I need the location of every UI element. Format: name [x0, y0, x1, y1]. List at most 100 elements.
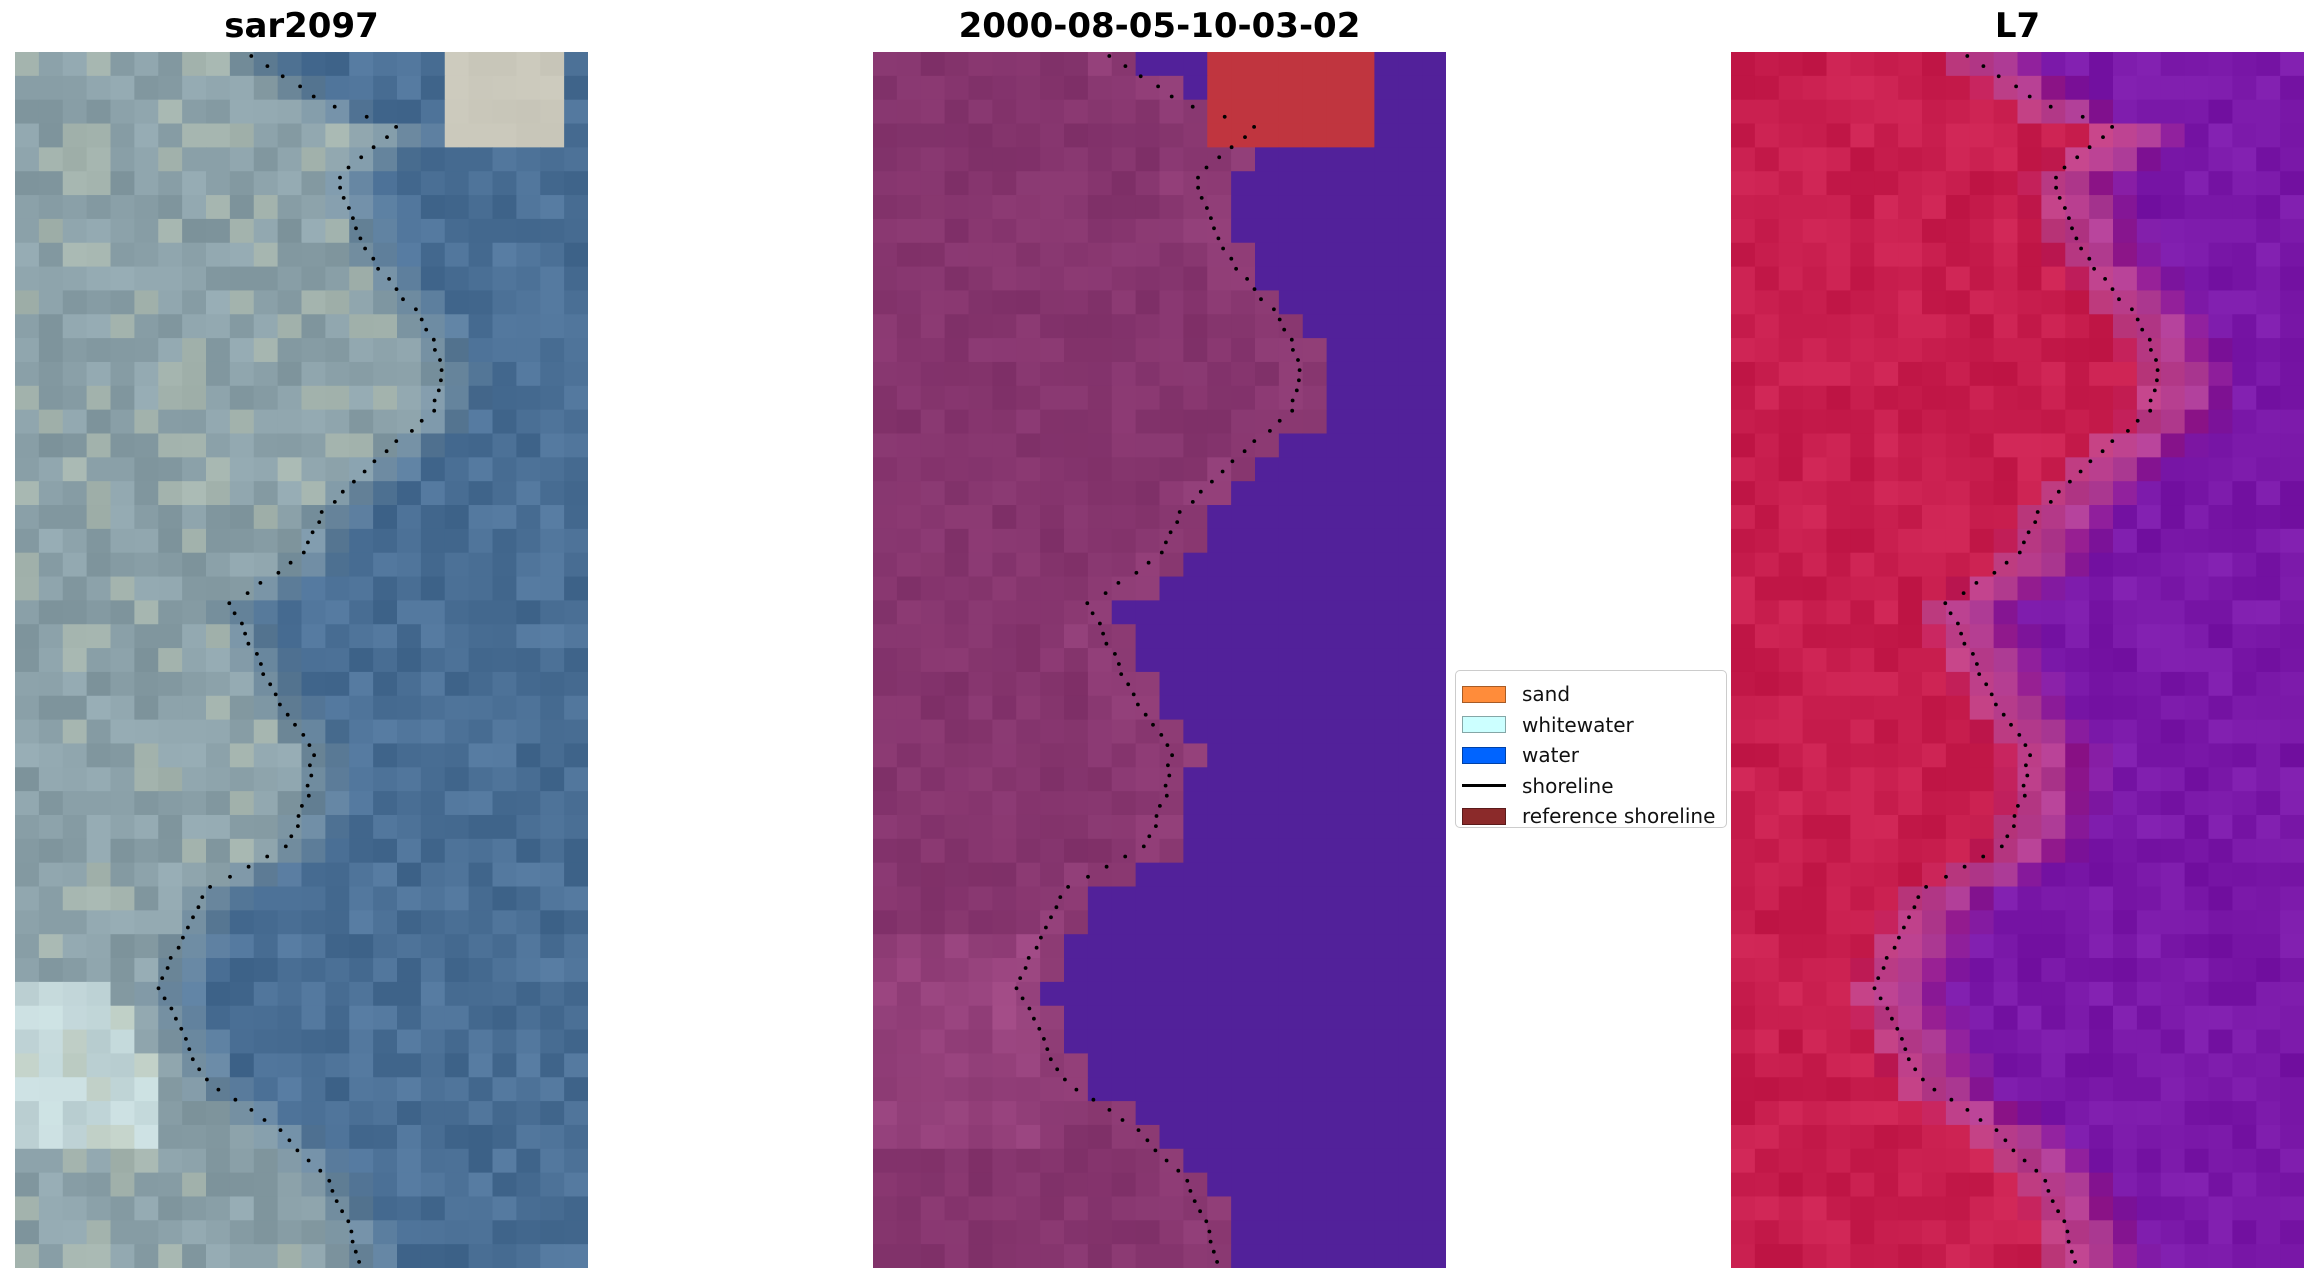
classified-pixel: [920, 528, 946, 554]
rgb-pixel: [15, 1124, 40, 1150]
shoreline-dot: [341, 196, 346, 200]
rgb-pixel: [468, 1124, 494, 1150]
classified-pixel: [1064, 791, 1089, 816]
rgb-pixel: [277, 123, 303, 148]
rgb-pixel: [110, 481, 135, 506]
mndwi-pixel: [1874, 338, 1899, 363]
rgb-pixel: [62, 838, 88, 864]
rgb-pixel: [277, 290, 303, 315]
classified-pixel: [992, 52, 1017, 77]
mndwi-pixel: [1969, 1053, 1995, 1078]
rgb-pixel: [182, 75, 207, 101]
rgb-pixel: [349, 385, 374, 411]
rgb-pixel: [444, 385, 470, 411]
classified-pixel: [1040, 147, 1065, 172]
classified-pixel: [896, 1220, 922, 1245]
classified-pixel: [896, 433, 922, 458]
rgb-pixel: [349, 52, 374, 77]
rgb-pixel: [397, 1196, 422, 1221]
mndwi-pixel: [1826, 1101, 1851, 1126]
mndwi-pixel: [1993, 75, 2019, 101]
mndwi-pixel: [2089, 147, 2114, 172]
mndwi-pixel: [2136, 52, 2162, 77]
rgb-pixel: [325, 290, 350, 315]
mndwi-pixel: [1922, 75, 1947, 101]
shoreline-dot: [1104, 641, 1109, 646]
rgb-pixel: [492, 981, 517, 1007]
shoreline-dot: [186, 925, 190, 930]
mndwi-pixel: [1754, 1077, 1780, 1102]
mndwi-pixel: [2041, 218, 2066, 244]
classified-pixel: [1040, 266, 1065, 292]
classified-pixel: [896, 743, 922, 768]
rgb-pixel: [134, 1172, 159, 1198]
mndwi-pixel: [1850, 648, 1875, 673]
classified-pixel: [1064, 1029, 1089, 1055]
classified-pixel: [1302, 123, 1328, 148]
classified-pixel: [1111, 171, 1137, 196]
classified-pixel: [1159, 290, 1184, 315]
rgb-pixel: [15, 1029, 40, 1055]
mndwi-pixel: [2208, 1124, 2233, 1150]
rgb-pixel: [301, 934, 326, 959]
rgb-pixel: [15, 218, 40, 244]
classified-pixel: [1398, 1172, 1423, 1198]
classified-pixel: [944, 814, 970, 840]
rgb-pixel: [277, 1029, 303, 1055]
rgb-pixel: [38, 814, 64, 840]
classified-pixel: [1087, 1005, 1113, 1031]
mndwi-pixel: [2041, 1220, 2066, 1245]
mndwi-pixel: [2065, 1029, 2090, 1055]
rgb-pixel: [301, 600, 326, 625]
rgb-pixel: [38, 981, 64, 1007]
rgb-pixel: [134, 314, 159, 339]
mndwi-pixel: [1898, 195, 1923, 220]
classified-pixel: [992, 600, 1017, 625]
rgb-pixel: [38, 218, 64, 244]
rgb-pixel: [444, 886, 470, 911]
shoreline-dot: [1221, 246, 1225, 251]
rgb-pixel: [38, 242, 64, 268]
mndwi-pixel: [2113, 838, 2138, 864]
mndwi-pixel: [2089, 624, 2114, 649]
mndwi-pixel: [1826, 1220, 1851, 1245]
rgb-pixel: [492, 886, 517, 911]
rgb-pixel: [420, 981, 446, 1007]
classified-pixel: [1111, 671, 1137, 697]
mndwi-pixel: [2136, 147, 2162, 172]
classified-pixel: [1183, 290, 1208, 315]
rgb-pixel: [349, 767, 374, 792]
classified-pixel: [1016, 695, 1041, 721]
classified-pixel: [1016, 266, 1041, 292]
rgb-pixel: [182, 338, 207, 363]
mndwi-pixel: [2256, 123, 2281, 148]
shoreline-dot: [306, 1158, 311, 1163]
classified-pixel: [1159, 505, 1184, 530]
mndwi-pixel: [1922, 1101, 1947, 1126]
rgb-pixel: [564, 934, 588, 959]
classified-pixel: [1422, 648, 1446, 673]
rgb-pixel: [373, 290, 398, 315]
mndwi-pixel: [1993, 600, 2019, 625]
classified-pixel: [1135, 1148, 1161, 1174]
shoreline-dot: [439, 368, 444, 372]
mndwi-pixel: [2232, 886, 2257, 911]
classified-pixel: [1016, 791, 1041, 816]
mndwi-pixel: [2232, 481, 2257, 506]
mndwi-pixel: [1898, 409, 1923, 435]
classified-pixel: [1207, 52, 1232, 77]
mndwi-pixel: [1826, 934, 1851, 959]
rgb-pixel: [540, 1148, 565, 1174]
classified-pixel: [1111, 981, 1137, 1007]
mndwi-pixel: [2065, 814, 2090, 840]
rgb-pixel: [420, 743, 446, 768]
mndwi-pixel: [1754, 457, 1780, 482]
classified-pixel: [1255, 814, 1280, 840]
rgb-pixel: [110, 1196, 135, 1221]
classified-pixel: [1374, 743, 1399, 768]
classified-pixel: [1159, 481, 1184, 506]
mndwi-pixel: [2041, 195, 2066, 220]
mndwi-pixel: [2208, 576, 2233, 601]
mndwi-pixel: [2041, 338, 2066, 363]
mndwi-pixel: [1898, 671, 1923, 697]
